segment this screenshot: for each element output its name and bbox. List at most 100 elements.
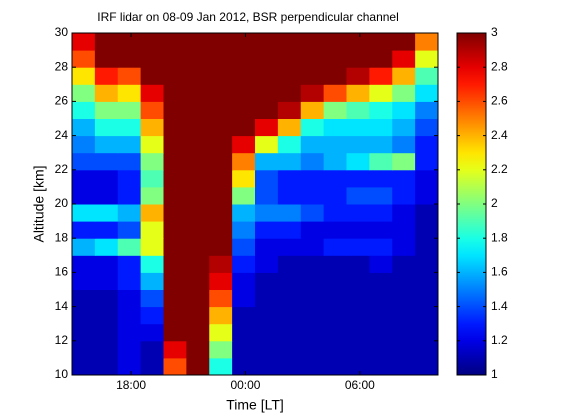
heat-cell	[346, 169, 370, 188]
heat-cell	[186, 221, 210, 239]
heat-cell	[323, 289, 347, 308]
heat-cell	[163, 118, 187, 137]
x-tick-label: 00:00	[230, 378, 260, 392]
heat-cell	[163, 357, 187, 375]
x-tick-label: 06:00	[345, 378, 375, 392]
heat-cell	[346, 84, 370, 102]
heat-cell	[369, 186, 393, 205]
heat-cell	[72, 323, 96, 342]
heat-cell	[232, 238, 256, 256]
heat-cell	[277, 272, 302, 290]
heat-cell	[72, 306, 96, 325]
heat-cell	[369, 255, 393, 273]
heat-cell	[369, 67, 393, 85]
y-tick-label: 26	[55, 94, 69, 108]
heat-cell	[140, 169, 164, 188]
heat-cell	[163, 289, 187, 308]
heat-cell	[140, 357, 164, 375]
heat-cell	[209, 289, 233, 308]
heat-cell	[94, 357, 119, 375]
heat-cell	[163, 186, 187, 205]
heat-cell	[369, 272, 393, 290]
heat-cell	[255, 289, 279, 308]
heatmap	[72, 33, 438, 375]
heat-cell	[369, 101, 393, 119]
y-tick-label: 28	[55, 59, 69, 73]
heat-cell	[300, 306, 325, 325]
heat-cell	[117, 186, 142, 205]
heat-cell	[255, 357, 279, 375]
heat-cell	[346, 135, 370, 154]
heat-cell	[94, 118, 119, 137]
y-tick-label: 12	[55, 333, 69, 347]
heat-cell	[163, 101, 187, 119]
heat-cell	[255, 272, 279, 290]
heat-cell	[163, 306, 187, 325]
heat-cell	[323, 306, 347, 325]
heat-cell	[72, 221, 96, 239]
heat-cell	[72, 255, 96, 273]
heat-cell	[277, 204, 302, 222]
heat-cell	[72, 169, 96, 188]
heat-cell	[232, 306, 256, 325]
heat-cell	[415, 340, 438, 359]
y-tick-label: 18	[55, 230, 69, 244]
heat-cell	[140, 272, 164, 290]
heat-cell	[186, 306, 210, 325]
heat-cell	[186, 255, 210, 273]
heat-cell	[300, 255, 325, 273]
heat-cell	[300, 221, 325, 239]
heat-cell	[392, 255, 416, 273]
heat-cell	[346, 255, 370, 273]
heat-cell	[72, 340, 96, 359]
heat-cell	[346, 272, 370, 290]
heat-cell	[209, 67, 233, 85]
heat-cell	[323, 135, 347, 154]
heat-cell	[300, 50, 325, 68]
heat-cell	[346, 323, 370, 342]
heat-cell	[94, 340, 119, 359]
colorbar-tick-label: 1.8	[491, 230, 508, 244]
heat-cell	[392, 323, 416, 342]
heat-cell	[232, 84, 256, 102]
heat-cell	[392, 50, 416, 68]
heat-cell	[72, 50, 96, 68]
y-tick-label: 16	[55, 265, 69, 279]
heat-cell	[117, 323, 142, 342]
heat-cell	[232, 67, 256, 85]
heat-cell	[255, 323, 279, 342]
heat-cell	[72, 84, 96, 102]
heat-cell	[163, 238, 187, 256]
heat-cell	[415, 357, 438, 375]
heat-cell	[415, 152, 438, 171]
heat-cell	[186, 340, 210, 359]
y-tick-label: 30	[55, 25, 69, 39]
heat-cell	[323, 118, 347, 137]
heat-cell	[346, 306, 370, 325]
heat-cell	[209, 306, 233, 325]
heat-cell	[369, 238, 393, 256]
heat-cell	[415, 289, 438, 308]
heat-cell	[209, 33, 233, 51]
heat-cell	[255, 186, 279, 205]
heat-cell	[72, 152, 96, 171]
x-axis-label: Time [LT]	[226, 397, 284, 413]
heat-cell	[232, 323, 256, 342]
heat-cell	[300, 289, 325, 308]
heat-cell	[140, 33, 164, 51]
heat-cell	[72, 101, 96, 119]
heat-cell	[117, 306, 142, 325]
heat-cell	[300, 152, 325, 171]
heat-cell	[369, 152, 393, 171]
heat-cell	[415, 101, 438, 119]
heat-cell	[346, 221, 370, 239]
heat-cell	[255, 255, 279, 273]
heat-cell	[140, 118, 164, 137]
heat-cell	[209, 118, 233, 137]
heat-cell	[415, 67, 438, 85]
heat-cell	[255, 306, 279, 325]
heat-cell	[255, 238, 279, 256]
heat-cell	[323, 152, 347, 171]
heat-cell	[186, 357, 210, 375]
